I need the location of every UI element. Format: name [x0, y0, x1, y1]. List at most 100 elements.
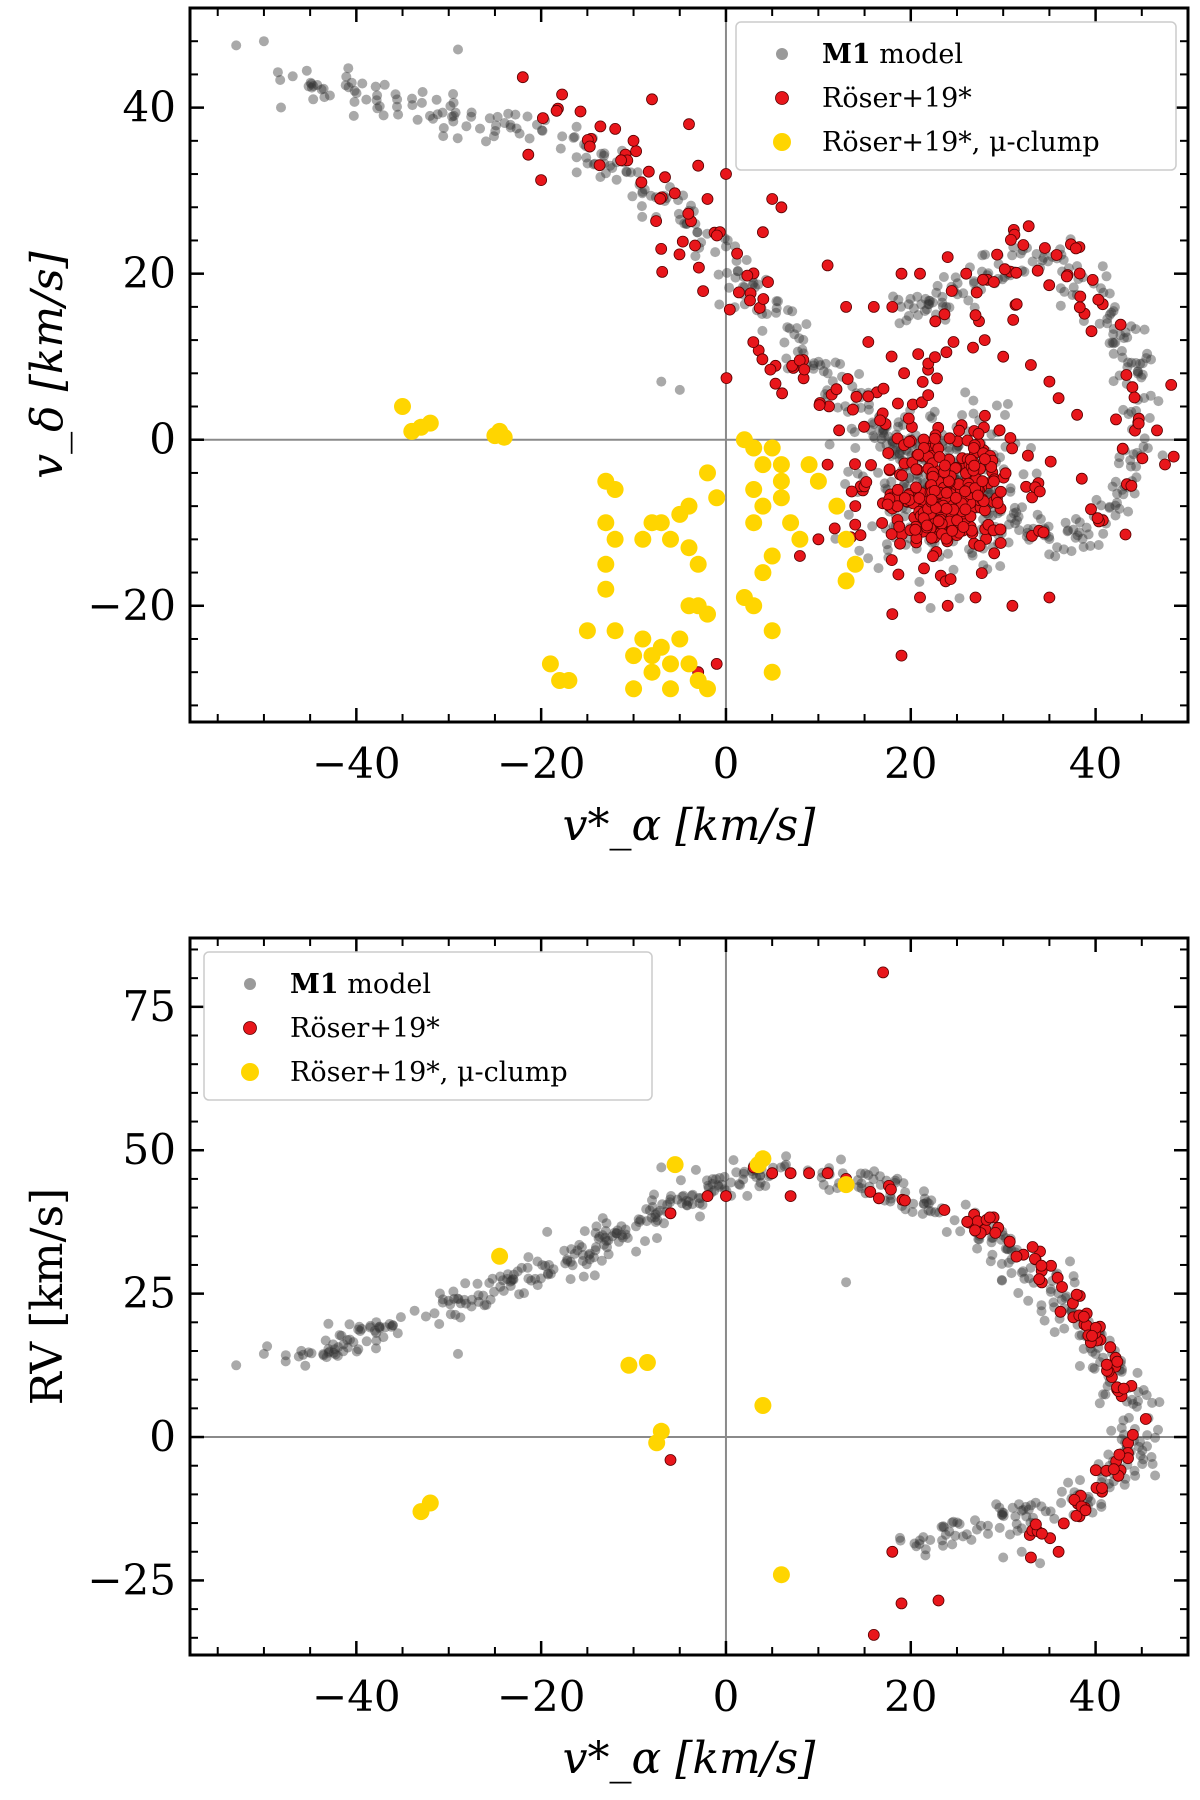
model-point: [929, 406, 940, 417]
mu-clump-point: [662, 680, 679, 698]
model-point: [578, 1250, 588, 1260]
model-point: [1043, 256, 1053, 267]
model-point: [568, 132, 579, 143]
roser-point: [940, 486, 953, 499]
roser-point: [941, 599, 954, 612]
model-point: [1146, 354, 1156, 365]
model-point: [332, 1350, 343, 1361]
roser-point: [886, 1545, 899, 1558]
model-point: [1008, 508, 1019, 519]
model-point: [448, 116, 459, 127]
model-point: [535, 1273, 546, 1284]
model-point: [912, 291, 923, 302]
mu-clump-point: [689, 555, 707, 573]
roser-point: [1026, 1241, 1039, 1253]
model-point: [1135, 358, 1146, 369]
roser-point: [766, 193, 779, 205]
model-point: [571, 152, 582, 163]
model-point: [1056, 1486, 1067, 1497]
model-point: [707, 1178, 718, 1189]
model-point: [655, 1205, 665, 1216]
roser-point: [997, 350, 1010, 363]
roser-point: [976, 475, 989, 488]
roser-point: [1086, 1330, 1098, 1342]
model-point: [894, 1532, 905, 1543]
model-point: [855, 1168, 866, 1179]
roser-point: [1003, 1235, 1016, 1248]
model-point: [602, 1242, 612, 1253]
model-point: [1068, 524, 1079, 535]
model-point: [987, 1249, 998, 1260]
model-point: [754, 1181, 765, 1192]
model-point: [895, 1535, 906, 1546]
model-point: [640, 1236, 650, 1247]
roser-point: [989, 1227, 1002, 1239]
roser-point: [991, 248, 1003, 261]
model-point: [678, 1190, 689, 1201]
roser-point: [877, 382, 890, 395]
model-point: [972, 1243, 983, 1254]
model-point: [596, 1255, 607, 1266]
model-point: [919, 1186, 929, 1197]
roser-point: [953, 424, 965, 437]
model-point: [588, 1252, 599, 1263]
x-tick-label: 20: [884, 1672, 937, 1721]
model-point: [755, 1177, 766, 1188]
roser-point: [978, 334, 991, 347]
model-point: [813, 356, 824, 367]
mu-clump-point: [846, 555, 864, 573]
roser-point: [886, 608, 899, 620]
model-point: [757, 325, 768, 336]
model-point: [1096, 500, 1107, 511]
model-point: [947, 1539, 958, 1550]
model-point: [1147, 1397, 1158, 1408]
roser-point: [918, 562, 930, 575]
roser-point: [1005, 233, 1017, 246]
model-point: [420, 1311, 431, 1322]
model-point: [666, 1191, 676, 1201]
roser-point: [959, 503, 972, 516]
mu-clump-point: [754, 497, 772, 515]
model-point: [466, 1301, 477, 1312]
roser-point: [1159, 458, 1171, 471]
model-point: [1106, 307, 1117, 318]
model-point: [616, 1221, 627, 1232]
model-point: [351, 1346, 362, 1357]
model-point: [524, 133, 535, 144]
model-point: [798, 334, 809, 345]
model-point: [925, 1535, 936, 1545]
model-point: [611, 1228, 622, 1239]
model-point: [1014, 525, 1025, 536]
model-point: [1019, 1273, 1030, 1284]
model-point: [622, 1233, 633, 1243]
roser-point: [1151, 424, 1163, 437]
model-point: [775, 1162, 786, 1173]
roser-point: [744, 294, 756, 307]
model-point: [308, 94, 319, 105]
model-point: [612, 1225, 623, 1236]
model-point: [526, 1275, 537, 1286]
model-point: [1137, 1459, 1148, 1469]
model-point: [782, 322, 793, 333]
model-point: [559, 1245, 570, 1256]
model-point: [330, 1349, 341, 1360]
model-point: [954, 1519, 965, 1529]
model-point: [519, 1288, 529, 1299]
mu-clump-point: [828, 497, 846, 515]
mu-clump-point: [680, 655, 698, 673]
model-point: [632, 167, 643, 178]
roser-point: [941, 251, 954, 264]
roser-point: [1073, 301, 1086, 314]
model-point: [1115, 330, 1126, 341]
model-point: [449, 1293, 460, 1304]
roser-point: [975, 567, 988, 579]
model-point: [1005, 486, 1016, 497]
model-point: [710, 247, 721, 258]
model-point: [1058, 544, 1069, 555]
model-point: [348, 110, 359, 121]
mu-clump-point: [541, 655, 559, 673]
model-point: [1109, 302, 1120, 313]
model-point: [595, 172, 606, 182]
roser-point: [821, 458, 834, 471]
model-point: [1074, 527, 1085, 538]
